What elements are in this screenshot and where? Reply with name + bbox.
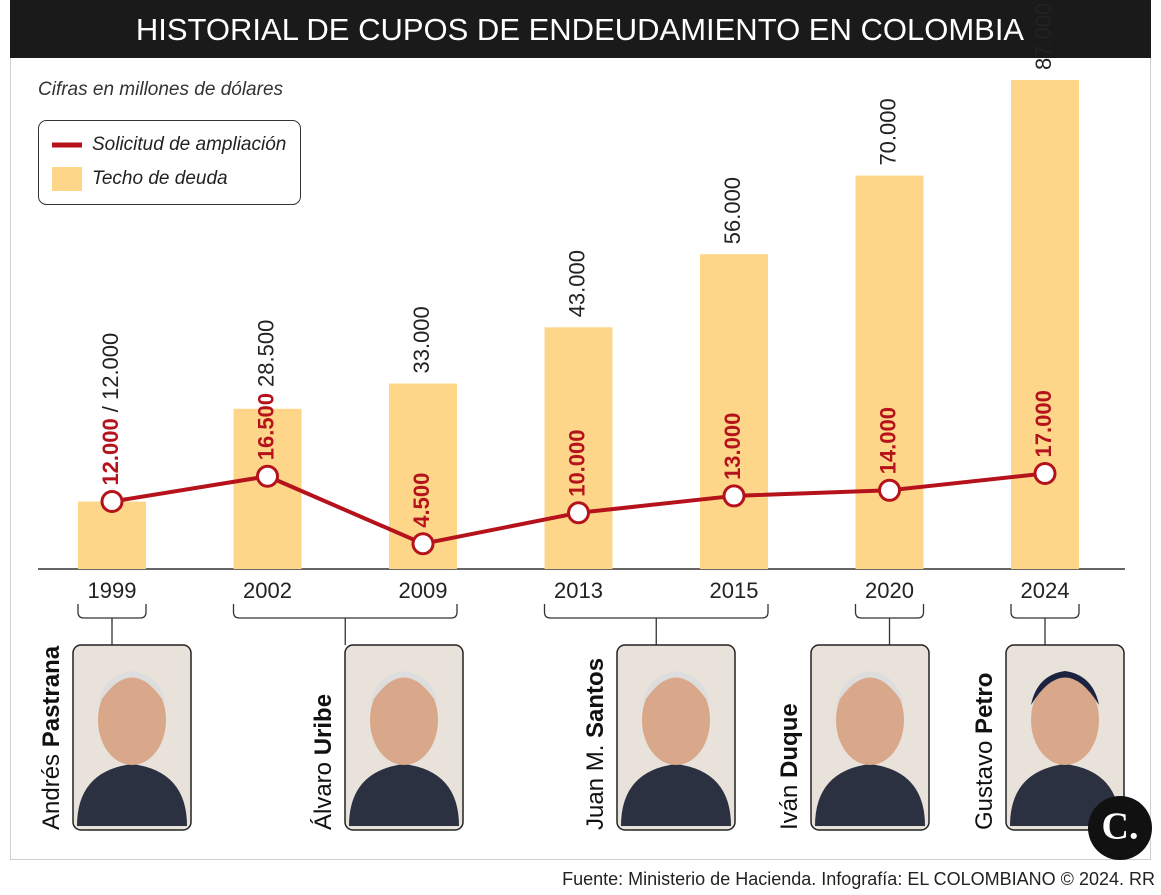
president-name: Andrés Pastrana — [38, 645, 65, 830]
president-last: Duque — [776, 703, 803, 778]
photo-face — [98, 675, 166, 765]
president-last: Petro — [971, 673, 998, 734]
point-label: 4.500 — [409, 473, 434, 528]
photo-suit — [621, 764, 731, 826]
bracket — [854, 604, 925, 645]
point — [567, 501, 590, 525]
point — [100, 490, 124, 514]
photo-face — [1031, 675, 1099, 765]
photo-hair — [98, 671, 166, 705]
bar — [1011, 80, 1079, 569]
x-tick-label: 2013 — [554, 578, 603, 603]
bar-label: 28.500 — [253, 320, 278, 387]
chart-title: HISTORIAL DE CUPOS DE ENDEUDAMIENTO EN C… — [136, 12, 1025, 47]
bar — [233, 408, 302, 569]
logo — [1088, 796, 1152, 860]
bracket — [232, 604, 458, 645]
bar-label: 43.000 — [564, 250, 589, 317]
bracket — [77, 604, 147, 645]
president-last: Santos — [582, 658, 609, 738]
point-label: 16.500 — [253, 393, 278, 460]
title-bar — [10, 0, 1151, 58]
legend-label: Solicitud de ampliación — [92, 134, 286, 155]
x-tick-label: 2002 — [243, 578, 292, 603]
point-label: 12.000 — [98, 418, 123, 485]
photo-suit — [349, 764, 459, 826]
x-tick-label: 2024 — [1021, 578, 1070, 603]
president-first: Álvaro — [310, 762, 337, 830]
president-first: Andrés — [38, 754, 65, 830]
bracket — [543, 604, 769, 645]
president-name: Gustavo Petro — [971, 673, 998, 830]
president-name: Juan M. Santos — [582, 658, 609, 830]
photo-face — [642, 675, 710, 765]
x-tick-label: 2009 — [399, 578, 448, 603]
point-label: 10.000 — [564, 429, 589, 496]
president-first: Juan M. — [582, 745, 609, 830]
president-last: Uribe — [310, 694, 337, 755]
bar-label: 70.000 — [875, 98, 900, 165]
photo-hair — [370, 671, 438, 705]
bar-label: / 12.000 — [98, 333, 123, 413]
bar-label: 87.000 — [1031, 3, 1056, 70]
point — [722, 484, 746, 508]
source: Fuente: Ministerio de Hacienda. Infograf… — [562, 869, 1155, 889]
bracket — [1010, 604, 1080, 645]
point-label: 13.000 — [720, 413, 745, 480]
photo-hair — [642, 671, 710, 705]
logo-text: C. — [1102, 806, 1139, 848]
photo-suit — [815, 764, 925, 826]
photo-suit — [77, 764, 187, 826]
bar — [855, 175, 924, 569]
photo-hair — [836, 671, 904, 705]
bar-label: 56.000 — [720, 177, 745, 244]
point — [878, 478, 901, 502]
x-tick-label: 2015 — [710, 578, 759, 603]
photo-face — [370, 675, 438, 765]
bar — [700, 254, 768, 569]
president-first: Gustavo — [971, 741, 998, 830]
president-name: Álvaro Uribe — [310, 694, 337, 830]
point — [411, 532, 435, 556]
bar — [544, 327, 613, 569]
subtitle: Cifras en millones de dólares — [38, 79, 284, 100]
legend-box — [38, 120, 301, 205]
x-tick-label: 1999 — [88, 578, 137, 603]
point-label: 17.000 — [1031, 390, 1056, 457]
photo-face — [836, 675, 904, 765]
point — [256, 464, 279, 488]
photo-hair — [1031, 671, 1099, 705]
legend-swatch — [52, 167, 82, 191]
bar-label: 33.000 — [409, 306, 434, 373]
photo-suit — [1010, 764, 1120, 826]
point — [1033, 461, 1057, 485]
president-name: Iván Duque — [776, 703, 803, 830]
president-first: Iván — [776, 785, 803, 830]
president-last: Pastrana — [38, 645, 65, 747]
legend-label: Techo de deuda — [92, 168, 228, 189]
point-label: 14.000 — [875, 407, 900, 474]
x-tick-label: 2020 — [865, 578, 914, 603]
